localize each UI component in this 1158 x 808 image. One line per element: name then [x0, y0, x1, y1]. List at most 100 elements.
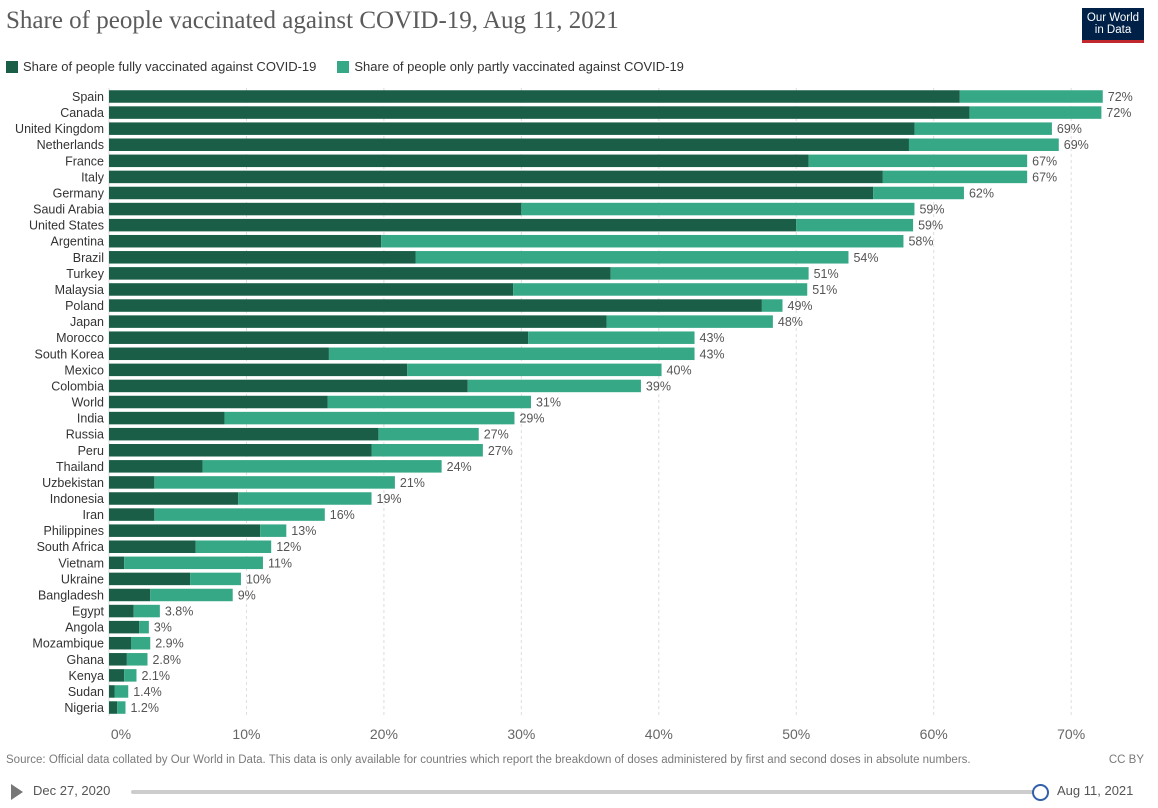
bar-partial [606, 315, 773, 328]
value-label: 2.8% [152, 653, 181, 667]
bar-full [109, 347, 329, 361]
category-label: World [72, 396, 104, 410]
timeline-slider-track[interactable] [131, 790, 1040, 794]
value-label: 48% [778, 315, 803, 329]
value-label: 72% [1108, 90, 1133, 104]
bar-full [109, 460, 203, 473]
x-tick-label: 10% [232, 726, 260, 742]
bar-full [109, 363, 408, 377]
value-label: 62% [969, 186, 994, 200]
bar-partial [124, 556, 263, 570]
bar-full [109, 556, 125, 570]
x-tick-label: 60% [920, 726, 948, 742]
category-label: Netherlands [37, 138, 104, 152]
value-label: 24% [447, 460, 472, 474]
value-label: 43% [700, 331, 725, 345]
bar-partial [969, 106, 1102, 119]
category-label: Turkey [66, 267, 104, 281]
category-label: Iran [82, 508, 104, 522]
value-label: 3% [154, 621, 172, 635]
value-label: 39% [646, 379, 671, 393]
x-tick-label: 20% [370, 726, 398, 742]
bar-partial [528, 331, 695, 344]
owid-logo[interactable]: Our World in Data [1082, 8, 1144, 43]
bar-full [109, 411, 225, 425]
bar-partial [761, 299, 783, 312]
category-label: Mexico [64, 363, 104, 377]
category-label: Mozambique [32, 637, 104, 651]
bar-partial [327, 395, 531, 409]
category-label: Spain [72, 90, 104, 104]
legend-item-partial[interactable]: Share of people only partly vaccinated a… [337, 59, 684, 74]
category-label: Brazil [73, 251, 104, 265]
bar-full [109, 154, 809, 168]
bar-partial [908, 138, 1059, 151]
timeline-slider-handle[interactable] [1032, 784, 1049, 801]
bar-full [109, 122, 915, 135]
bar-full [109, 251, 416, 264]
x-tick-label: 50% [782, 726, 810, 742]
category-label: Canada [60, 106, 104, 120]
bar-partial [521, 202, 915, 216]
bar-full [109, 90, 960, 103]
category-label: United States [29, 219, 104, 233]
bar-full [109, 492, 239, 505]
bar-partial [796, 218, 914, 232]
bar-full [109, 234, 382, 248]
value-label: 16% [330, 508, 355, 522]
license-link[interactable]: CC BY [1108, 754, 1144, 766]
value-label: 2.9% [155, 637, 184, 651]
bar-full [109, 186, 874, 200]
bar-full [109, 138, 909, 151]
bar-full [109, 218, 797, 232]
bar-full [109, 299, 762, 312]
value-label: 21% [400, 476, 425, 490]
category-label: Kenya [69, 669, 104, 683]
category-label: Russia [66, 428, 104, 442]
value-label: 10% [246, 572, 271, 586]
category-label: Thailand [56, 460, 104, 474]
bar-partial [467, 379, 641, 393]
category-label: Germany [53, 186, 105, 200]
value-label: 3.8% [165, 605, 194, 619]
bar-partial [117, 701, 126, 714]
legend-item-full[interactable]: Share of people fully vaccinated against… [6, 59, 316, 74]
bar-partial [371, 444, 483, 457]
value-label: 1.4% [133, 685, 162, 699]
bar-full [109, 669, 125, 682]
bar-partial [260, 524, 287, 537]
value-label: 12% [276, 540, 301, 554]
category-label: Bangladesh [38, 588, 104, 602]
bar-full [109, 315, 607, 328]
bar-partial [139, 620, 149, 634]
bar-partial [610, 267, 809, 280]
category-label: Angola [65, 621, 104, 635]
bar-partial [190, 572, 241, 586]
bar-full [109, 524, 261, 537]
x-tick-label: 30% [507, 726, 535, 742]
value-label: 27% [488, 444, 513, 458]
bar-full [109, 620, 140, 634]
bar-partial [224, 411, 515, 425]
bar-chart: 0% 10% 20% 30% 40% 50% 60% 70% Spain 72% Canada 72%… [15, 88, 1133, 742]
play-icon[interactable] [11, 784, 23, 800]
bar-partial [126, 653, 148, 666]
bar-full [109, 379, 468, 393]
value-label: 19% [377, 492, 402, 506]
timeline-end-date[interactable]: Aug 11, 2021 [1057, 783, 1134, 798]
x-tick-label: 70% [1057, 726, 1085, 742]
value-label: 2.1% [141, 669, 170, 683]
value-label: 40% [667, 363, 692, 377]
bar-partial [808, 154, 1028, 168]
bar-partial [202, 460, 442, 473]
category-label: India [77, 412, 104, 426]
timeline-start-date[interactable]: Dec 27, 2020 [33, 783, 111, 798]
bar-partial [378, 427, 479, 441]
bar-full [109, 653, 127, 666]
category-label: South Korea [35, 347, 105, 361]
bar-full [109, 636, 131, 650]
value-label: 13% [291, 524, 316, 538]
value-label: 59% [918, 219, 943, 233]
category-label: Ghana [66, 653, 104, 667]
bar-full [109, 588, 151, 602]
